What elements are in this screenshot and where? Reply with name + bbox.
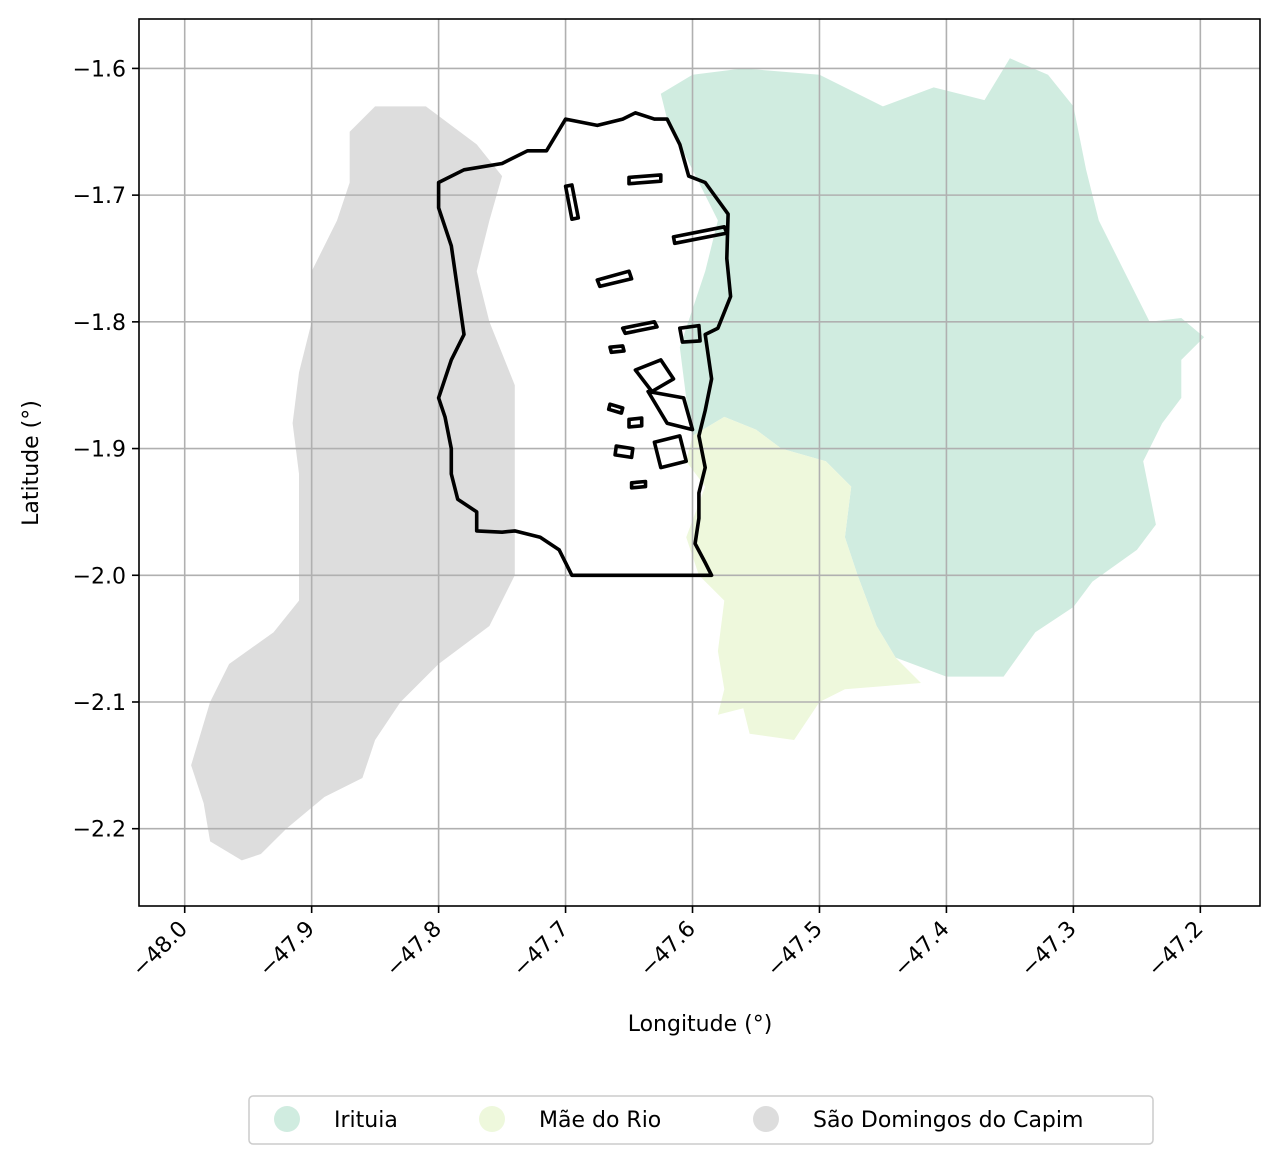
inner-parcel [677,323,702,344]
inner-parcel [652,434,689,470]
y-tick-label: −1.9 [73,438,126,463]
legend: Irituia Mãe do Rio São Domingos do Capim [248,1095,1154,1145]
y-axis-ticks: −1.6 −1.7 −1.8 −1.9 −2.0 −2.1 −2.2 [73,57,139,843]
x-axis-ticks: −48.0 −47.9 −47.8 −47.7 −47.6 −47.5 −47.4 −47.3… [128,906,1209,982]
x-tick-label: −48.0 [128,917,193,982]
region-são-domingos-do-capim [191,106,515,861]
y-tick-label: −2.2 [73,818,126,843]
highlight-boundary-layer [436,111,733,578]
x-tick-label: −47.3 [1016,917,1081,982]
y-tick-label: −1.7 [73,184,126,209]
region-irituia [660,58,1205,677]
x-tick-label: −47.5 [762,917,827,982]
y-axis-label: Latitude (°) [19,400,44,526]
legend-box [248,1095,1154,1145]
grid-lines [139,19,1260,906]
regions-layer [191,58,1205,861]
inner-parcel [606,402,625,415]
legend-label: Irituia [334,1108,398,1133]
x-tick-label: −47.4 [889,917,954,982]
inner-parcel [627,173,663,186]
y-tick-label: −1.6 [73,57,126,82]
highlight-boundary [436,111,733,578]
region-mãe-do-rio [686,416,921,740]
inner-parcel [633,358,676,394]
y-tick-label: −2.0 [73,564,126,589]
legend-marker [479,1106,505,1132]
x-tick-label: −47.2 [1143,917,1208,982]
x-axis-label: Longitude (°) [628,1012,773,1037]
inner-parcel [608,344,626,355]
legend-marker [274,1106,300,1132]
legend-label: Mãe do Rio [539,1108,661,1133]
x-tick-label: −47.6 [635,917,700,982]
inner-parcel [613,444,635,460]
x-tick-label: −47.8 [382,917,447,982]
inner-parcel [620,319,659,336]
y-tick-label: −1.8 [73,311,126,336]
plot-frame [138,18,1261,907]
x-tick-label: −47.7 [508,917,573,982]
inner-parcel [563,183,581,221]
inner-parcel [627,416,644,429]
inner-parcel [646,389,695,432]
legend-marker [753,1106,779,1132]
legend-label: São Domingos do Capim [813,1108,1083,1133]
inner-parcel [671,225,729,246]
inner-parcel [595,269,634,289]
y-tick-label: −2.1 [73,691,126,716]
x-tick-label: −47.9 [255,917,320,982]
inner-parcel [629,479,648,490]
